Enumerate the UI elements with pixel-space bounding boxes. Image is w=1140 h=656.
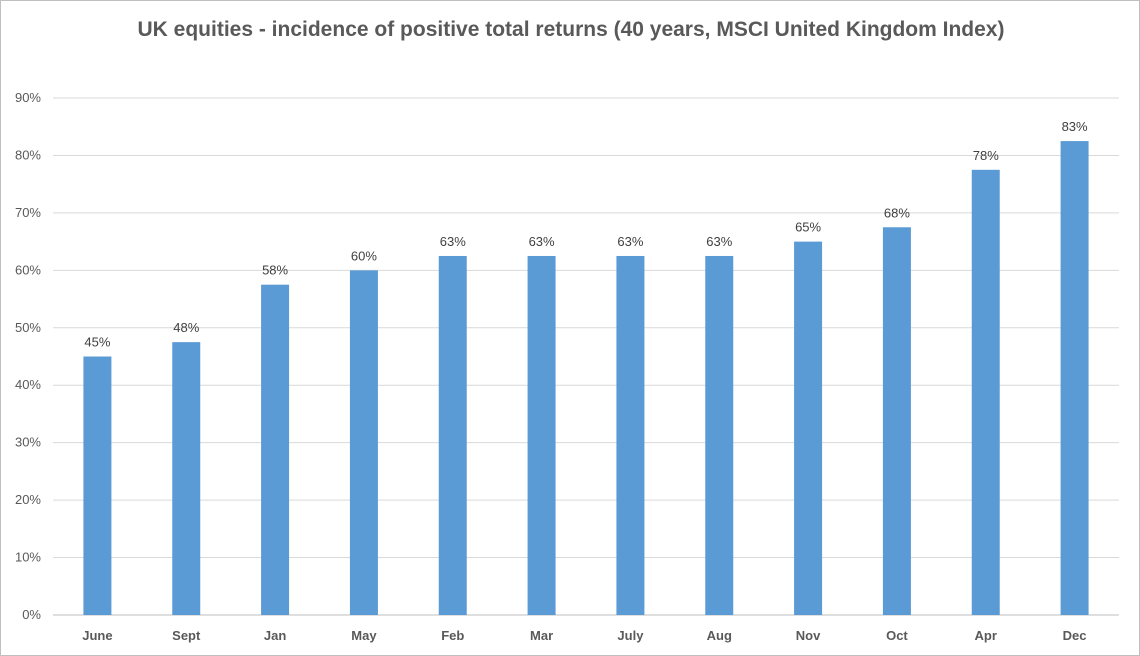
- bar: [794, 241, 823, 615]
- data-label: 63%: [529, 234, 555, 249]
- x-tick-label: Nov: [796, 628, 821, 643]
- bar: [261, 284, 290, 615]
- bar: [882, 227, 911, 615]
- data-label: 60%: [351, 248, 377, 263]
- x-tick-label: Apr: [975, 628, 997, 643]
- data-label: 63%: [706, 234, 732, 249]
- data-label: 45%: [84, 335, 110, 350]
- bar: [705, 255, 734, 615]
- data-label: 63%: [617, 234, 643, 249]
- y-tick-label: 50%: [15, 320, 41, 335]
- bar: [438, 255, 467, 615]
- x-tick-label: May: [351, 628, 377, 643]
- x-tick-label: Dec: [1063, 628, 1087, 643]
- x-tick-label: July: [617, 628, 644, 643]
- y-tick-label: 90%: [15, 90, 41, 105]
- bar: [971, 169, 1000, 616]
- bar: [172, 342, 201, 615]
- data-label: 65%: [795, 220, 821, 235]
- y-tick-label: 30%: [15, 435, 41, 450]
- bar: [349, 270, 378, 615]
- bar: [1060, 141, 1089, 616]
- bar: [616, 255, 645, 615]
- y-tick-label: 20%: [15, 492, 41, 507]
- bar: [83, 356, 112, 615]
- y-tick-label: 0%: [22, 607, 41, 622]
- x-tick-label: June: [82, 628, 112, 643]
- x-tick-label: Oct: [886, 628, 908, 643]
- chart-title: UK equities - incidence of positive tota…: [137, 18, 1005, 41]
- y-tick-label: 60%: [15, 262, 41, 277]
- data-label: 63%: [440, 234, 466, 249]
- data-label: 58%: [262, 263, 288, 278]
- y-tick-label: 80%: [15, 147, 41, 162]
- bar: [527, 255, 556, 615]
- x-tick-label: Aug: [707, 628, 732, 643]
- x-tick-label: Jan: [264, 628, 286, 643]
- y-tick-label: 70%: [15, 205, 41, 220]
- data-label: 83%: [1062, 119, 1088, 134]
- x-tick-label: Feb: [441, 628, 464, 643]
- x-tick-label: Sept: [172, 628, 201, 643]
- data-label: 78%: [973, 148, 999, 163]
- y-tick-label: 10%: [15, 550, 41, 565]
- y-tick-label: 40%: [15, 377, 41, 392]
- data-label: 68%: [884, 205, 910, 220]
- data-label: 48%: [173, 320, 199, 335]
- x-tick-label: Mar: [530, 628, 553, 643]
